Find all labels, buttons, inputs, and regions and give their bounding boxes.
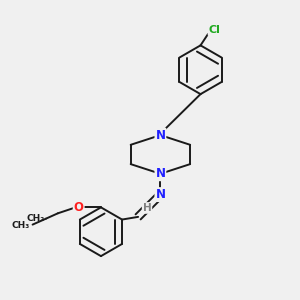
Text: Cl: Cl	[208, 25, 220, 35]
Text: N: N	[155, 188, 165, 201]
Text: CH₂: CH₂	[27, 214, 45, 223]
Text: N: N	[155, 129, 165, 142]
Text: CH₃: CH₃	[11, 221, 30, 230]
Text: N: N	[155, 167, 165, 180]
Text: H: H	[143, 203, 152, 213]
Text: O: O	[74, 201, 84, 214]
